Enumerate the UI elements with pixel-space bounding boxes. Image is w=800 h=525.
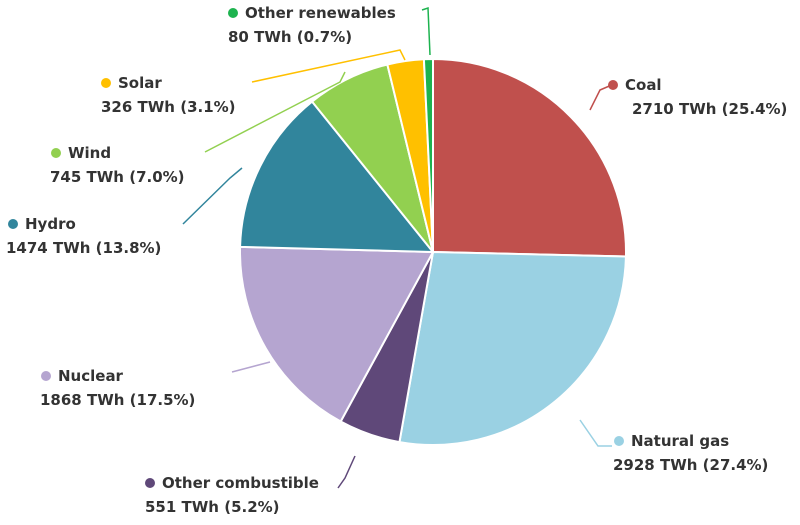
slice-label-name: Natural gas xyxy=(631,432,729,450)
slice-label-value: 745 TWh (7.0%) xyxy=(50,168,185,186)
legend-dot-other-combustible xyxy=(145,478,155,488)
slice-label-value: 1868 TWh (17.5%) xyxy=(40,391,195,409)
legend-dot-wind xyxy=(51,148,61,158)
slice-label-name: Hydro xyxy=(25,215,76,233)
slice-label-name: Solar xyxy=(118,74,162,92)
slice-label-name: Other renewables xyxy=(245,4,396,22)
slice-label-name: Wind xyxy=(68,144,111,162)
slice-label-name: Coal xyxy=(625,76,662,94)
pie-slice-natural-gas xyxy=(398,250,627,446)
slice-label-value: 2928 TWh (27.4%) xyxy=(613,456,768,474)
slice-label-value: 326 TWh (3.1%) xyxy=(101,98,236,116)
legend-dot-other-renewables xyxy=(228,8,238,18)
legend-dot-natural-gas xyxy=(614,436,624,446)
leader-line-other-combustible xyxy=(337,455,356,489)
leader-line-solar xyxy=(251,49,406,83)
pie-slice-hydro xyxy=(239,100,436,254)
slice-label-value: 2710 TWh (25.4%) xyxy=(632,100,787,118)
slice-label-value: 551 TWh (5.2%) xyxy=(145,498,280,516)
legend-dot-coal xyxy=(608,80,618,90)
slice-label-name: Other combustible xyxy=(162,474,319,492)
leader-line-nuclear xyxy=(231,361,271,373)
legend-dot-solar xyxy=(101,78,111,88)
pie-slice-nuclear xyxy=(239,245,435,423)
slice-label-value: 80 TWh (0.7%) xyxy=(228,28,352,46)
legend-dot-nuclear xyxy=(41,371,51,381)
slice-label-name: Nuclear xyxy=(58,367,124,385)
leader-line-other-renewables xyxy=(421,6,431,56)
leader-line-hydro xyxy=(182,167,243,225)
slice-label-value: 1474 TWh (13.8%) xyxy=(6,239,161,257)
legend-dot-hydro xyxy=(8,219,18,229)
leader-line-natural-gas xyxy=(579,419,612,447)
pie-slice-other-renewables xyxy=(422,57,434,253)
leader-line-wind xyxy=(204,71,346,153)
pie-slice-coal xyxy=(432,57,627,258)
